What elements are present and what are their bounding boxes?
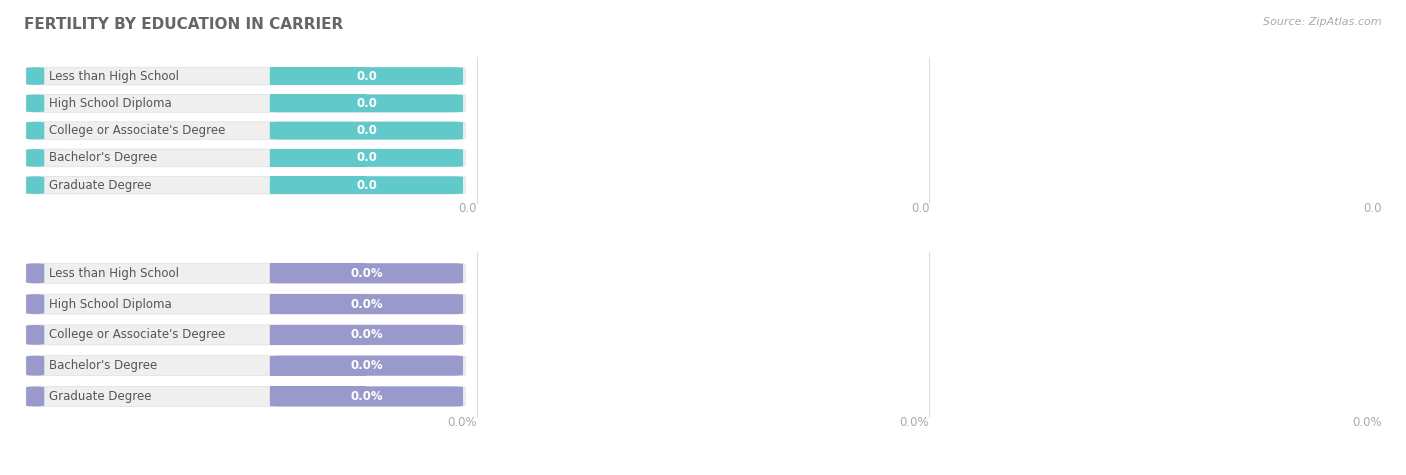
- Bar: [270, 294, 367, 314]
- Text: 0.0: 0.0: [911, 202, 929, 215]
- Text: 0.0%: 0.0%: [350, 267, 382, 280]
- Text: Graduate Degree: Graduate Degree: [49, 390, 152, 403]
- FancyBboxPatch shape: [27, 387, 44, 407]
- Text: 0.0: 0.0: [356, 124, 377, 137]
- FancyBboxPatch shape: [27, 67, 44, 85]
- Bar: [270, 263, 367, 283]
- FancyBboxPatch shape: [270, 356, 463, 376]
- Bar: [270, 325, 367, 345]
- Text: 0.0%: 0.0%: [900, 416, 929, 428]
- FancyBboxPatch shape: [27, 356, 44, 376]
- FancyBboxPatch shape: [27, 122, 465, 140]
- Bar: [270, 95, 367, 112]
- FancyBboxPatch shape: [27, 176, 44, 194]
- FancyBboxPatch shape: [270, 67, 463, 85]
- Text: College or Associate's Degree: College or Associate's Degree: [49, 124, 225, 137]
- FancyBboxPatch shape: [27, 294, 44, 314]
- FancyBboxPatch shape: [27, 387, 465, 407]
- Text: College or Associate's Degree: College or Associate's Degree: [49, 328, 225, 342]
- FancyBboxPatch shape: [270, 149, 463, 167]
- FancyBboxPatch shape: [27, 149, 465, 167]
- FancyBboxPatch shape: [27, 122, 44, 140]
- FancyBboxPatch shape: [27, 294, 465, 314]
- Text: 0.0%: 0.0%: [447, 416, 477, 428]
- Text: Graduate Degree: Graduate Degree: [49, 179, 152, 191]
- Text: 0.0%: 0.0%: [350, 359, 382, 372]
- FancyBboxPatch shape: [27, 176, 465, 194]
- FancyBboxPatch shape: [270, 122, 463, 140]
- Text: 0.0: 0.0: [356, 97, 377, 110]
- Text: Less than High School: Less than High School: [49, 70, 179, 83]
- Text: 0.0: 0.0: [1364, 202, 1382, 215]
- Text: 0.0%: 0.0%: [350, 390, 382, 403]
- Text: High School Diploma: High School Diploma: [49, 97, 172, 110]
- Text: 0.0: 0.0: [356, 152, 377, 164]
- Bar: [270, 176, 367, 194]
- Text: 0.0: 0.0: [356, 179, 377, 191]
- Bar: [270, 122, 367, 140]
- FancyBboxPatch shape: [270, 95, 463, 112]
- FancyBboxPatch shape: [270, 387, 463, 407]
- FancyBboxPatch shape: [270, 263, 463, 283]
- Text: Less than High School: Less than High School: [49, 267, 179, 280]
- FancyBboxPatch shape: [27, 263, 465, 283]
- FancyBboxPatch shape: [27, 67, 465, 85]
- Text: 0.0: 0.0: [356, 70, 377, 83]
- Text: 0.0%: 0.0%: [350, 298, 382, 311]
- Text: Bachelor's Degree: Bachelor's Degree: [49, 359, 157, 372]
- Text: FERTILITY BY EDUCATION IN CARRIER: FERTILITY BY EDUCATION IN CARRIER: [24, 17, 343, 32]
- Text: Source: ZipAtlas.com: Source: ZipAtlas.com: [1264, 17, 1382, 27]
- FancyBboxPatch shape: [27, 95, 44, 112]
- Bar: [270, 387, 367, 407]
- FancyBboxPatch shape: [270, 325, 463, 345]
- FancyBboxPatch shape: [27, 149, 44, 167]
- FancyBboxPatch shape: [27, 325, 465, 345]
- FancyBboxPatch shape: [270, 176, 463, 194]
- FancyBboxPatch shape: [27, 356, 465, 376]
- Text: 0.0%: 0.0%: [1353, 416, 1382, 428]
- Text: 0.0%: 0.0%: [350, 328, 382, 342]
- FancyBboxPatch shape: [27, 325, 44, 345]
- Bar: [270, 356, 367, 376]
- Bar: [270, 149, 367, 167]
- FancyBboxPatch shape: [27, 95, 465, 112]
- Text: High School Diploma: High School Diploma: [49, 298, 172, 311]
- FancyBboxPatch shape: [270, 294, 463, 314]
- Text: Bachelor's Degree: Bachelor's Degree: [49, 152, 157, 164]
- FancyBboxPatch shape: [27, 263, 44, 283]
- Bar: [270, 67, 367, 85]
- Text: 0.0: 0.0: [458, 202, 477, 215]
